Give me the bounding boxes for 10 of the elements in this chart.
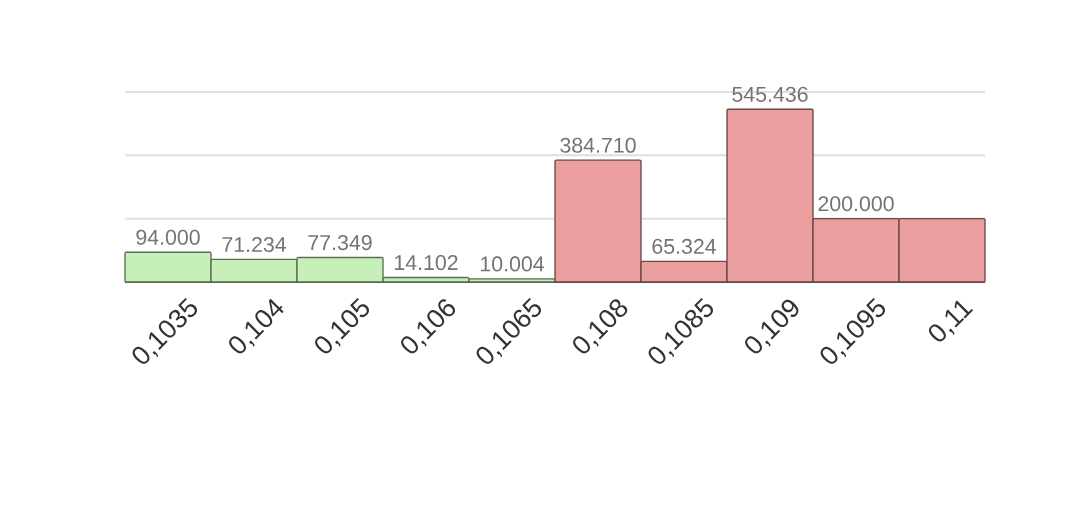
data-label: 200.000 [818,196,894,212]
data-label: 77.349 [308,235,372,251]
data-label: 545.436 [732,86,808,102]
data-label: 10.004 [481,256,544,272]
data-label: 65.324 [652,238,716,254]
data-label: 71.234 [222,236,286,253]
data-label: 14.102 [395,255,458,271]
data-label: 94.000 [136,229,200,245]
data-label: 384.710 [560,137,636,153]
x-tick-label: 0,11 [928,300,974,342]
